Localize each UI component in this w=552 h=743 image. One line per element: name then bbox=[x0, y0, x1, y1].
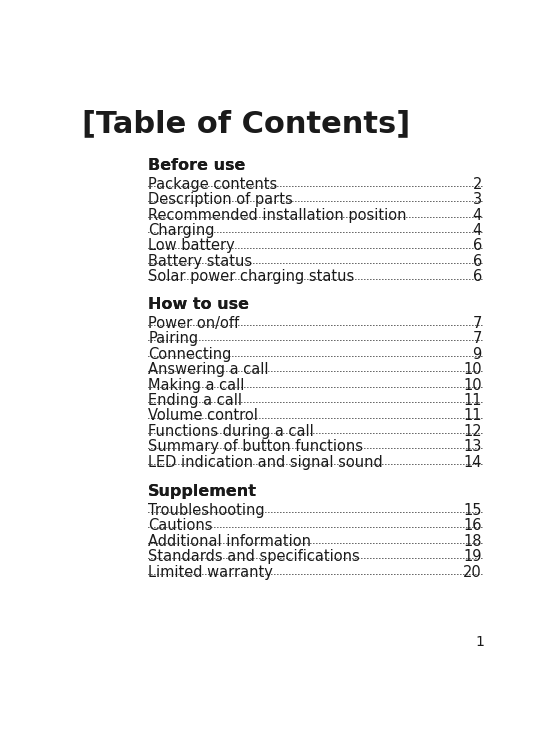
Text: 15: 15 bbox=[463, 503, 482, 518]
Text: 1: 1 bbox=[475, 635, 484, 649]
Text: How to use: How to use bbox=[148, 297, 249, 312]
Text: 13: 13 bbox=[464, 439, 482, 454]
Text: Functions during a call: Functions during a call bbox=[148, 424, 314, 439]
Text: Standards and specifications: Standards and specifications bbox=[148, 549, 360, 564]
Text: 11: 11 bbox=[463, 393, 482, 408]
Text: Connecting: Connecting bbox=[148, 346, 231, 362]
Text: 2: 2 bbox=[473, 177, 482, 192]
Text: Volume control: Volume control bbox=[148, 409, 258, 424]
Text: Troubleshooting: Troubleshooting bbox=[148, 503, 265, 518]
Text: Supplement: Supplement bbox=[148, 484, 257, 499]
Text: 16: 16 bbox=[463, 519, 482, 533]
Text: Low battery: Low battery bbox=[148, 239, 235, 253]
Text: 10: 10 bbox=[463, 362, 482, 377]
Text: 9: 9 bbox=[473, 346, 482, 362]
Text: Cautions: Cautions bbox=[148, 519, 213, 533]
Text: Charging: Charging bbox=[148, 223, 215, 238]
Text: 6: 6 bbox=[473, 239, 482, 253]
Text: 4: 4 bbox=[473, 223, 482, 238]
Text: Limited warranty: Limited warranty bbox=[148, 565, 273, 580]
Text: 7: 7 bbox=[473, 331, 482, 346]
Text: Battery status: Battery status bbox=[148, 254, 252, 269]
Text: 18: 18 bbox=[463, 533, 482, 548]
Text: 10: 10 bbox=[463, 377, 482, 392]
Text: Pairing: Pairing bbox=[148, 331, 198, 346]
Text: 19: 19 bbox=[463, 549, 482, 564]
Text: Answering a call: Answering a call bbox=[148, 362, 269, 377]
Text: 3: 3 bbox=[473, 192, 482, 207]
Text: 11: 11 bbox=[463, 409, 482, 424]
Text: 12: 12 bbox=[463, 424, 482, 439]
Text: Before use: Before use bbox=[148, 158, 246, 173]
Text: Ending a call: Ending a call bbox=[148, 393, 242, 408]
Text: 6: 6 bbox=[473, 270, 482, 285]
Text: 4: 4 bbox=[473, 207, 482, 223]
Text: 7: 7 bbox=[473, 316, 482, 331]
Text: 20: 20 bbox=[463, 565, 482, 580]
Text: 14: 14 bbox=[463, 455, 482, 470]
Text: Package contents: Package contents bbox=[148, 177, 278, 192]
Text: Description of parts: Description of parts bbox=[148, 192, 293, 207]
Text: Supplement: Supplement bbox=[148, 484, 257, 499]
Text: Recommended installation position: Recommended installation position bbox=[148, 207, 407, 223]
Text: Summary of button functions: Summary of button functions bbox=[148, 439, 363, 454]
Text: Additional information: Additional information bbox=[148, 533, 311, 548]
Text: 6: 6 bbox=[473, 254, 482, 269]
Text: Power on/off: Power on/off bbox=[148, 316, 239, 331]
Text: Solar power charging status: Solar power charging status bbox=[148, 270, 354, 285]
Text: How to use: How to use bbox=[148, 297, 249, 312]
Text: Before use: Before use bbox=[148, 158, 246, 173]
Text: Making a call: Making a call bbox=[148, 377, 245, 392]
Text: [Table of Contents]: [Table of Contents] bbox=[82, 109, 410, 138]
Text: LED indication and signal sound: LED indication and signal sound bbox=[148, 455, 383, 470]
